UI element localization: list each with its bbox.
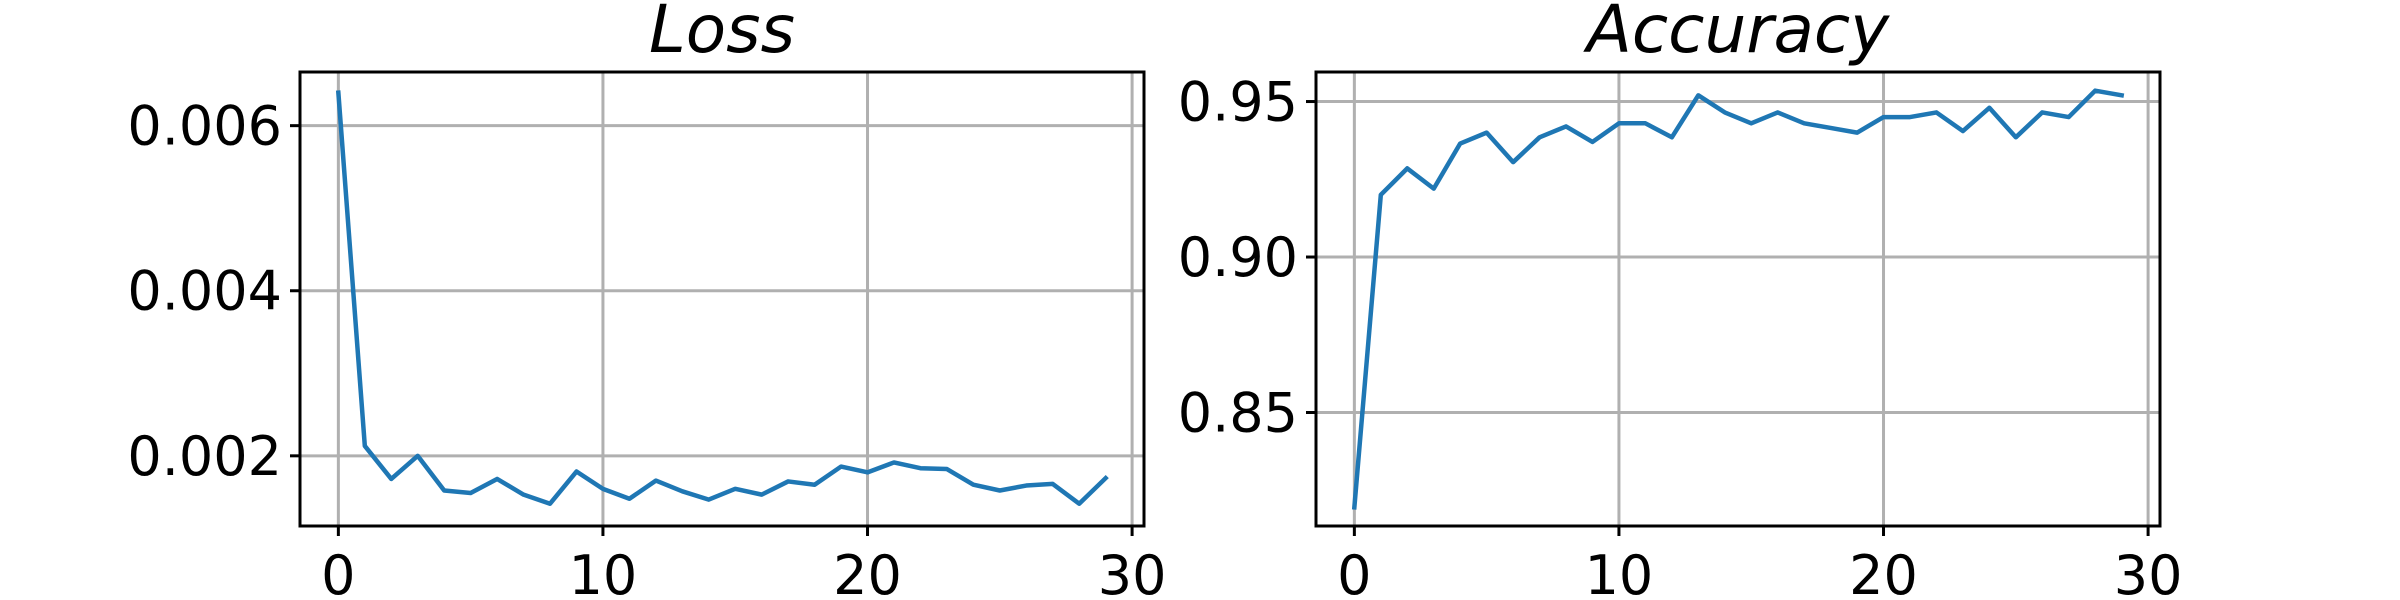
accuracy-xtick-label-3: 30: [2114, 544, 2183, 600]
loss-xtick-label-3: 30: [1098, 544, 1167, 600]
loss-chart: 0 10 20 30 0.002 0.004 0.006 Loss: [127, 0, 1166, 600]
loss-ytick-label-1: 0.004: [127, 260, 282, 323]
loss-xtick-label-0: 0: [321, 544, 355, 600]
accuracy-chart: 0 10 20 30 0.85 0.90 0.95 Accuracy: [1178, 0, 2183, 600]
loss-chart-title: Loss: [649, 0, 795, 68]
accuracy-ytick-label-0: 0.85: [1178, 382, 1298, 445]
loss-xtick-label-2: 20: [833, 544, 902, 600]
accuracy-ytick-label-2: 0.95: [1178, 71, 1298, 134]
loss-xtick-label-1: 10: [569, 544, 638, 600]
accuracy-ytick-label-1: 0.90: [1178, 226, 1298, 289]
accuracy-xtick-label-2: 20: [1849, 544, 1918, 600]
loss-series-line: [335, 90, 1109, 506]
accuracy-series-line: [1351, 88, 2125, 510]
accuracy-xtick-label-1: 10: [1585, 544, 1654, 600]
loss-ytick-label-0: 0.002: [127, 425, 282, 488]
loss-ytick-label-2: 0.006: [127, 95, 282, 158]
accuracy-chart-title: Accuracy: [1583, 0, 1890, 68]
accuracy-plot-frame: [1314, 70, 2162, 528]
loss-plot-frame: [298, 70, 1146, 528]
accuracy-xtick-label-0: 0: [1337, 544, 1371, 600]
